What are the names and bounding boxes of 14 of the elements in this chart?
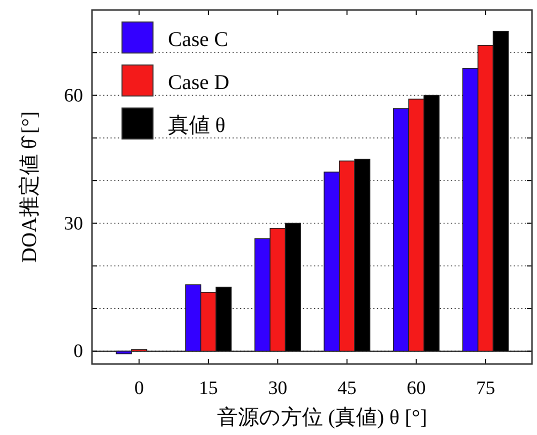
y-tick-label: 30 bbox=[64, 213, 83, 234]
x-tick-label: 30 bbox=[268, 378, 288, 399]
x-tick-label: 75 bbox=[476, 378, 496, 399]
x-tick-label: 60 bbox=[406, 378, 426, 399]
legend-label: 真値 θ bbox=[168, 113, 226, 137]
legend-label: Case C bbox=[168, 27, 228, 51]
y-axis-title: DOA推定値 θ̂ [°] bbox=[17, 111, 41, 263]
y-tick-label: 0 bbox=[74, 341, 83, 362]
x-tick-label: 15 bbox=[198, 378, 218, 399]
y-tick-label: 60 bbox=[64, 85, 83, 106]
x-tick-label: 0 bbox=[134, 378, 144, 399]
legend-label: Case D bbox=[168, 70, 230, 94]
x-axis-title: 音源の方位 (真値) θ [°] bbox=[216, 405, 428, 429]
x-tick-label: 45 bbox=[337, 378, 356, 399]
